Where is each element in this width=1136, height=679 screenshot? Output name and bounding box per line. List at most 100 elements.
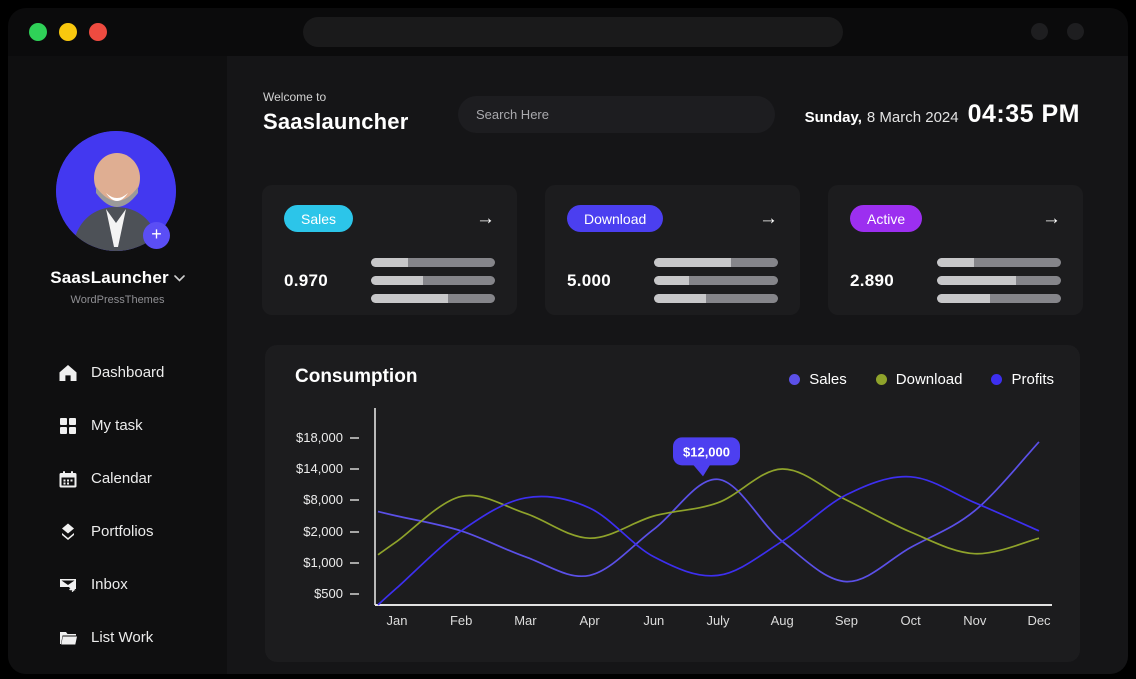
legend-item-profits[interactable]: Profits [991,371,1054,388]
progress-bar [371,258,495,267]
tooltip-bubble [673,437,740,466]
y-tick-label: $500 [314,586,343,601]
x-tick-label: Dec [1027,613,1051,628]
y-tick-label: $8,000 [303,492,343,507]
y-tick-label: $2,000 [303,524,343,539]
profile-name: SaasLauncher [50,268,169,287]
stat-card-sales: Sales → 0.970 [262,185,517,315]
legend-label: Download [895,371,963,388]
sidebar-item-label: My task [91,417,143,434]
x-tick-label: Aug [771,613,794,628]
legend-dot [875,374,887,385]
sidebar-item-label: List Work [91,629,154,646]
traffic-lights [29,23,107,41]
stat-cards: Sales → 0.970 Download → 5.000 Active → 2.890 [262,185,1083,315]
arrow-right-icon[interactable]: → [1042,208,1061,229]
arrow-right-icon[interactable]: → [476,208,495,229]
titlebar-buttons [1031,23,1084,40]
y-tick-label: $14,000 [296,461,343,476]
red-traffic-light-button[interactable] [89,23,107,41]
arrow-right-icon[interactable]: → [759,208,778,229]
sidebar-item-dashboard[interactable]: Dashboard [8,346,227,399]
avatar [56,131,176,251]
date-day: Sunday, [804,109,862,126]
x-tick-label: Feb [450,613,472,628]
chart-legend: Sales Download Profits [789,371,1054,388]
legend-dot [991,374,1003,385]
legend-label: Profits [1011,371,1054,388]
sidebar-item-label: Dashboard [91,364,165,381]
progress-bar [654,258,778,267]
titlebar-address-bar[interactable] [303,17,843,47]
home-icon [58,363,78,383]
line-series-profits [377,475,1040,606]
legend-item-download[interactable]: Download [875,371,963,388]
chevron-down-icon [174,275,185,282]
progress-bar [937,276,1061,285]
stat-value: 0.970 [284,270,329,290]
y-tick-label: $1,000 [303,555,343,570]
x-tick-label: Oct [900,613,921,628]
stat-badge: Download [567,205,664,232]
titlebar-dot-button[interactable] [1067,23,1084,40]
tooltip-value: $12,000 [683,444,730,459]
profile-menu[interactable]: SaasLauncher [8,268,227,288]
sidebar-item-my-task[interactable]: My task [8,399,227,452]
layers-icon [58,522,78,542]
main-content: Welcome to Saaslauncher Sunday, 8 March … [227,56,1128,674]
app-window: + SaasLauncher WordPressThemes Dashboard… [8,8,1128,674]
x-tick-label: Jun [643,613,664,628]
grid-icon [58,416,78,436]
mail-icon [58,575,78,595]
datetime: Sunday, 8 March 2024 04:35 PM [805,100,1080,129]
yellow-traffic-light-button[interactable] [59,23,77,41]
green-traffic-light-button[interactable] [29,23,47,41]
x-tick-label: Mar [514,613,537,628]
sidebar-item-inbox[interactable]: Inbox [8,558,227,611]
sidebar-item-calendar[interactable]: Calendar [8,452,227,505]
progress-bar [937,258,1061,267]
y-tick-label: $18,000 [296,430,343,445]
stat-badge: Sales [284,205,354,232]
folder-icon [58,628,78,648]
welcome-label: Welcome to [263,90,327,104]
x-tick-label: Apr [579,613,600,628]
x-tick-label: Nov [963,613,987,628]
stat-value: 5.000 [567,270,612,290]
add-profile-button[interactable]: + [143,222,170,249]
titlebar-dot-button[interactable] [1031,23,1048,40]
date-text: 8 March 2024 [866,109,959,126]
sidebar-item-label: Inbox [91,576,128,593]
profile-subtitle: WordPressThemes [70,294,165,306]
page-title: Saaslauncher [263,109,409,134]
stat-card-active: Active → 2.890 [828,185,1083,315]
stat-badge: Active [850,205,923,232]
progress-bar [371,276,495,285]
line-series-download [377,468,1040,556]
consumption-line-chart: $18,000 $14,000 $8,000 $2,000 $1,000 $500 Jan F… [296,408,1052,628]
legend-label: Sales [809,371,847,388]
progress-bar [654,294,778,303]
stat-card-download: Download → 5.000 [545,185,800,315]
x-tick-label: Sep [835,613,858,628]
sidebar-nav: Dashboard My task Calendar Portfolios Inbox L… [8,346,227,664]
legend-item-sales[interactable]: Sales [789,371,847,388]
sidebar-item-list-work[interactable]: List Work [8,611,227,664]
sidebar-item-label: Calendar [91,470,152,487]
x-tick-label: Jan [387,613,408,628]
sidebar-item-label: Portfolios [91,523,154,540]
progress-bar [654,276,778,285]
sidebar-item-portfolios[interactable]: Portfolios [8,505,227,558]
calendar-icon [58,469,78,489]
chart-title: Consumption [295,366,418,387]
progress-bar [937,294,1061,303]
progress-bar [371,294,495,303]
titlebar [8,8,1128,56]
legend-dot [789,374,801,385]
tooltip-pointer [692,463,711,477]
consumption-chart-card: Consumption Sales Download Profits $18,000… [265,345,1080,662]
x-tick-label: July [706,613,730,628]
sidebar: + SaasLauncher WordPressThemes Dashboard… [8,56,227,674]
search-input[interactable] [458,96,775,133]
clock-time: 04:35 PM [967,100,1080,128]
